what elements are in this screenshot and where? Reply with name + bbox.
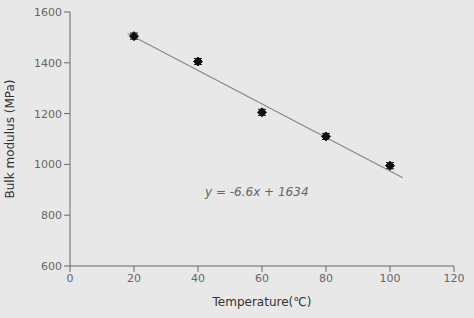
svg-text:80: 80 <box>319 272 333 285</box>
svg-text:Bulk modulus (MPa): Bulk modulus (MPa) <box>8 80 17 199</box>
html-text:y = -6.6x + 1634: y = -6.6x + 1634 <box>205 185 309 199</box>
svg-text:0: 0 <box>67 272 74 285</box>
svg-text:600: 600 <box>41 260 62 273</box>
svg-text:100: 100 <box>380 272 401 285</box>
svg-text:1200: 1200 <box>34 108 62 121</box>
svg-text:1400: 1400 <box>34 57 62 70</box>
svg-text:Temperature(℃): Temperature(℃) <box>212 295 312 309</box>
svg-text:20: 20 <box>127 272 141 285</box>
svg-text:1600: 1600 <box>34 6 62 19</box>
svg-text:60: 60 <box>255 272 269 285</box>
svg-text:1000: 1000 <box>34 158 62 171</box>
svg-text:120: 120 <box>444 272 465 285</box>
svg-text:800: 800 <box>41 209 62 222</box>
svg-text:40: 40 <box>191 272 205 285</box>
